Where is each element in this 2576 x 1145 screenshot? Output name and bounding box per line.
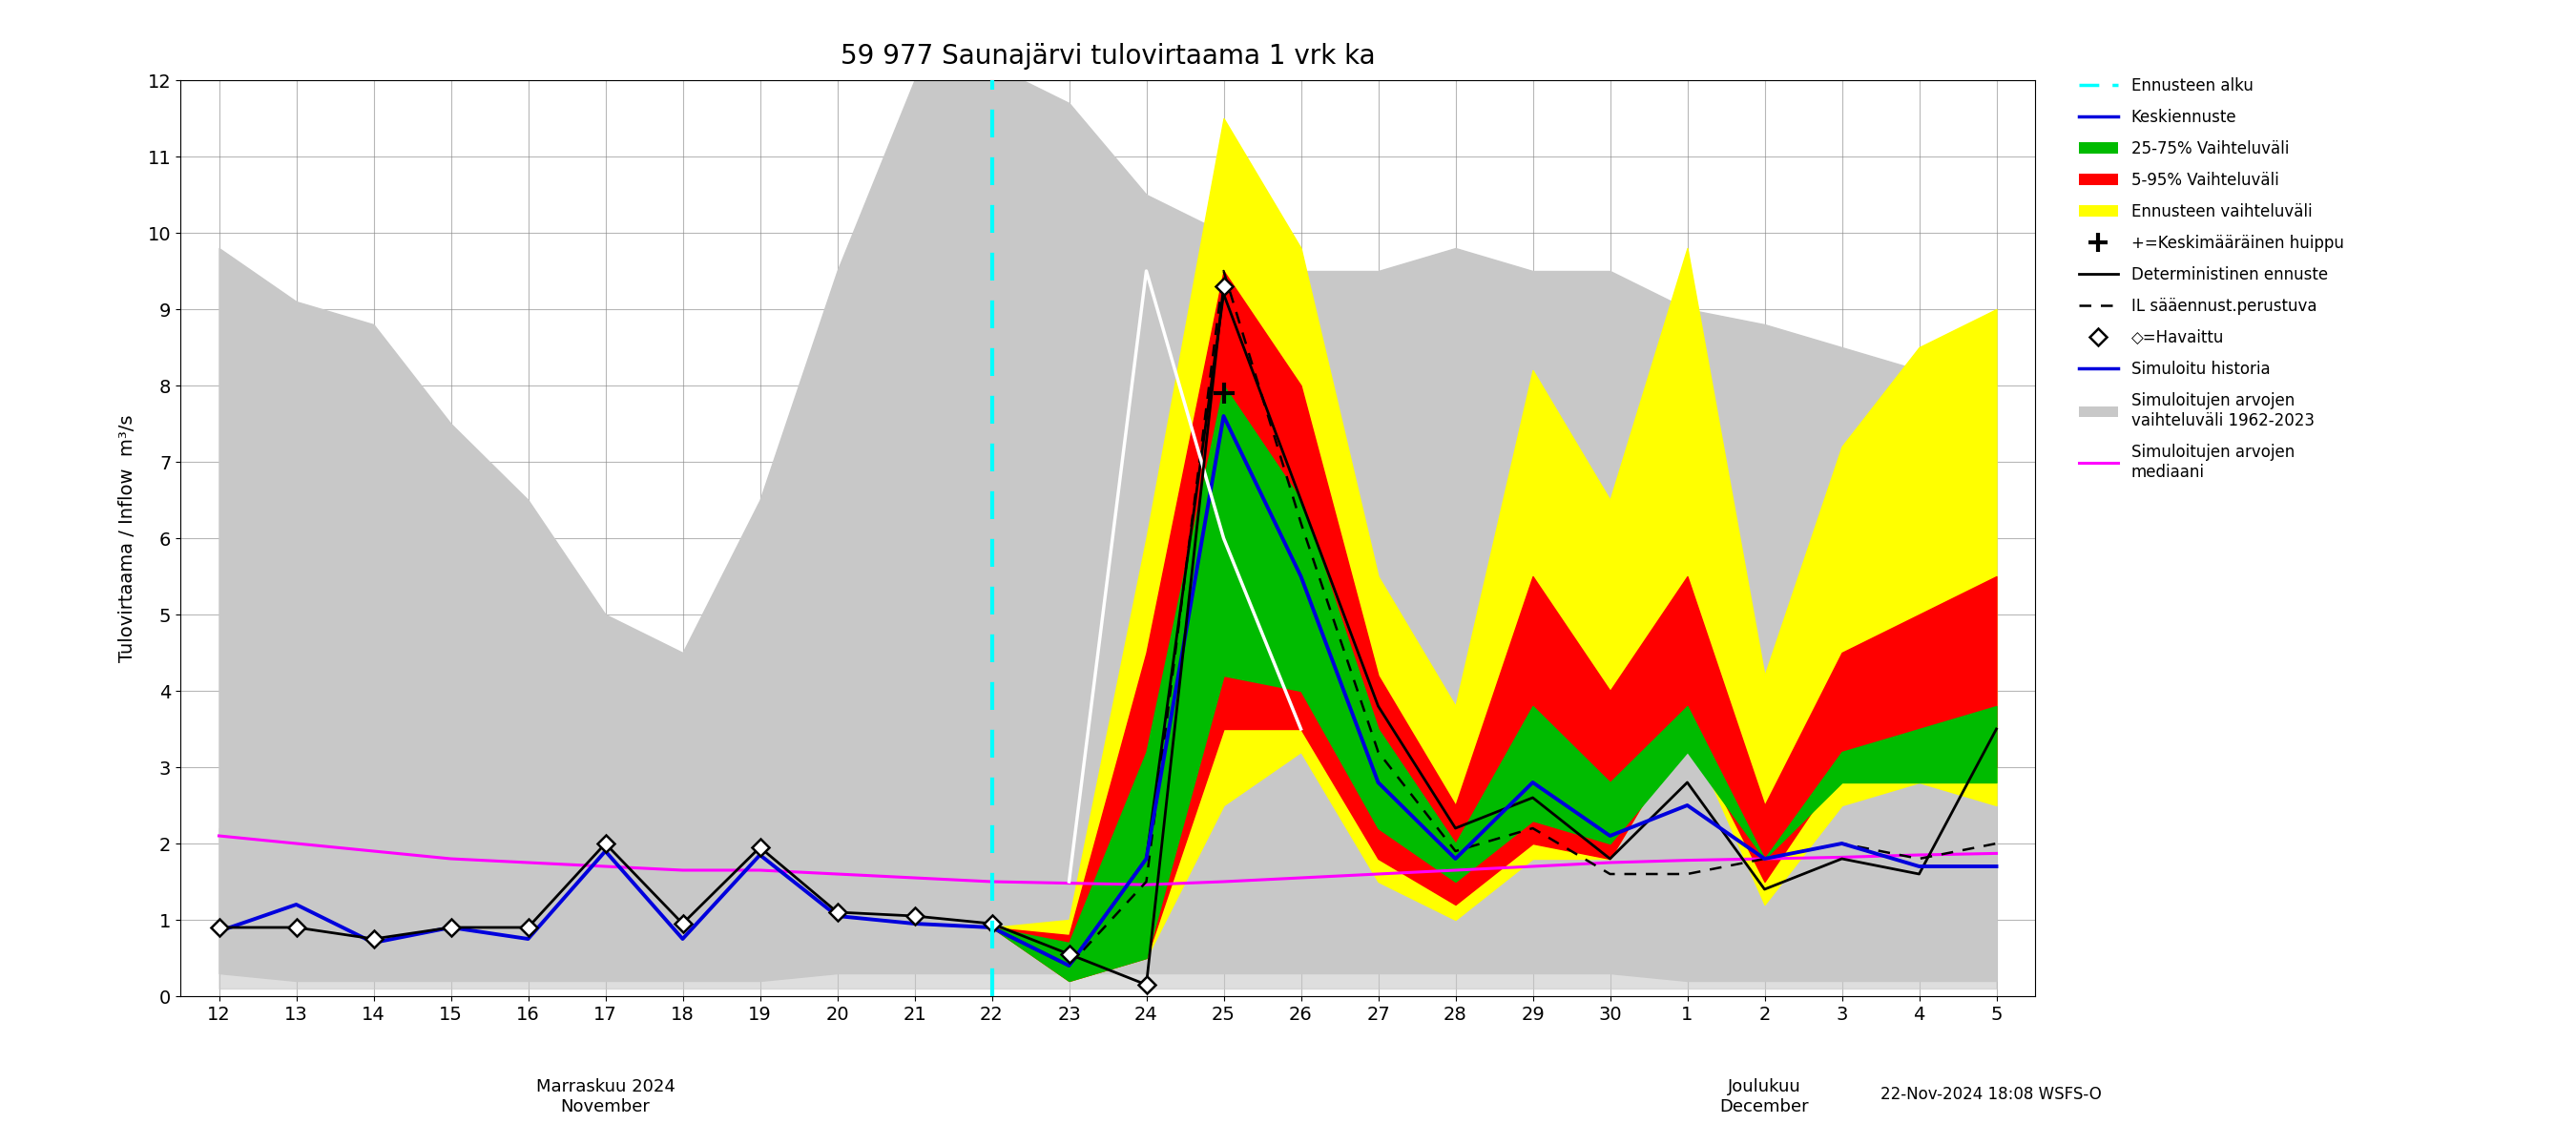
Text: 22-Nov-2024 18:08 WSFS-O: 22-Nov-2024 18:08 WSFS-O [1880, 1085, 2102, 1103]
Text: Joulukuu
December: Joulukuu December [1721, 1079, 1808, 1115]
Y-axis label: Tulovirtaama / Inflow  m³/s: Tulovirtaama / Inflow m³/s [118, 414, 137, 662]
Legend: Ennusteen alku, Keskiennuste, 25-75% Vaihteluväli, 5-95% Vaihteluväli, Ennusteen: Ennusteen alku, Keskiennuste, 25-75% Vai… [2071, 71, 2349, 487]
Title: 59 977 Saunajärvi tulovirtaama 1 vrk ka: 59 977 Saunajärvi tulovirtaama 1 vrk ka [840, 44, 1376, 70]
Text: Marraskuu 2024
November: Marraskuu 2024 November [536, 1079, 675, 1115]
